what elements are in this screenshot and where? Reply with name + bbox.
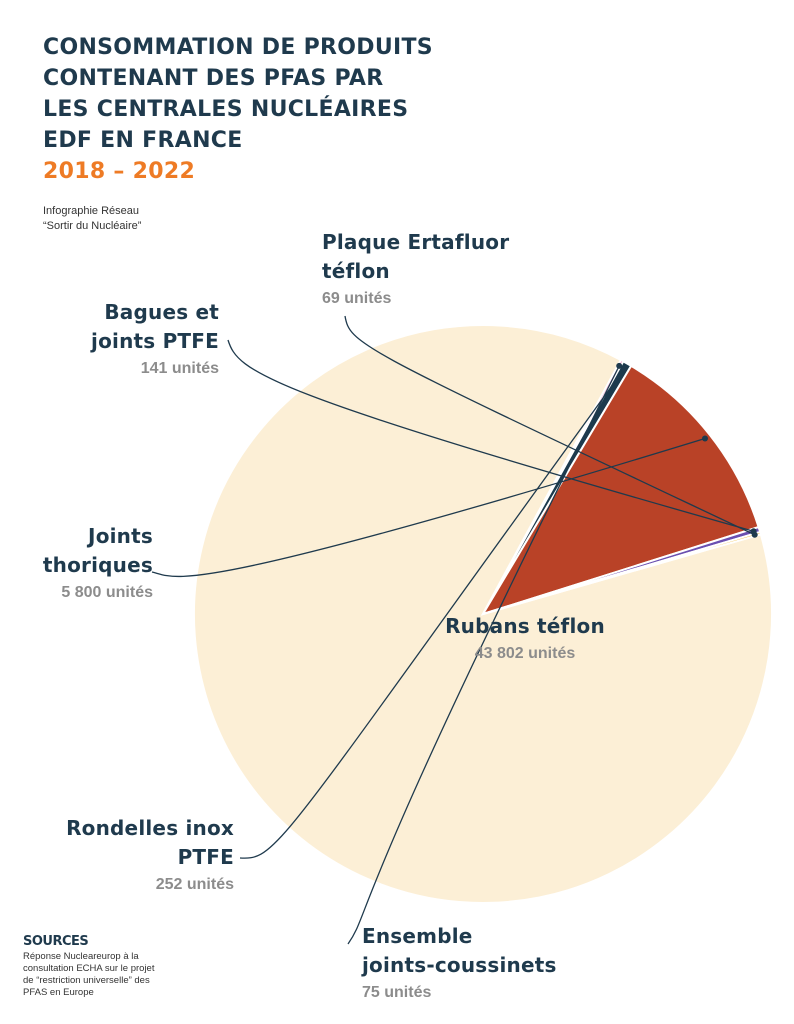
slice-name-0-line-1: Rubans téflon	[445, 614, 605, 638]
label-slice-5: Plaque Ertafluor téflon 69 unités	[322, 228, 509, 312]
slice-value-0: 43 802 unités	[474, 645, 576, 662]
slice-value-3: 5 800 unités	[61, 584, 153, 601]
slice-name-1-line-2: joints-coussinets	[362, 953, 557, 977]
label-slice-0: Rubans téflon 43 802 unités	[345, 612, 705, 667]
sources-line-1: Réponse Nucleareurop à la	[23, 951, 139, 962]
title-line-1: Consommation de produits	[43, 35, 433, 60]
slice-name-5-line-2: téflon	[322, 259, 390, 283]
credit-line-2: “Sortir du Nucléaire”	[43, 220, 142, 232]
title-line-4: EDF en France	[43, 128, 243, 153]
label-slice-4: Bagues et joints PTFE 141 unités	[91, 298, 219, 382]
leader-dot-3	[702, 435, 708, 442]
slice-name-2-line-1: Rondelles inox	[66, 816, 234, 840]
slice-value-1: 75 unités	[362, 984, 432, 1001]
slice-value-5: 69 unités	[322, 290, 392, 307]
title-line-3: les centrales nucléaires	[43, 97, 409, 122]
sources: SOURCES Réponse Nucleareurop à la consul…	[23, 934, 198, 999]
leader-line-4	[227, 339, 754, 532]
leader-dot-2	[621, 365, 628, 372]
slice-name-1-line-1: Ensemble	[362, 924, 473, 948]
pie-slice-3	[480, 364, 760, 616]
slice-name-3-line-2: thoriques	[42, 553, 153, 577]
slice-name-4-line-1: Bagues et	[104, 300, 219, 324]
title-years: 2018 – 2022	[43, 159, 196, 184]
leader-line-1	[347, 365, 620, 945]
title-line-2: contenant des PFAS par	[43, 66, 384, 91]
leader-line-2	[239, 368, 625, 859]
slice-name-2-line-2: PTFE	[177, 845, 234, 869]
leader-dot-5	[751, 531, 758, 538]
sources-text: Réponse Nucleareurop à la consultation E…	[23, 951, 198, 999]
title-block: Consommation de produits contenant des P…	[43, 32, 433, 187]
slice-name-5-line-1: Plaque Ertafluor	[322, 230, 510, 254]
label-slice-2: Rondelles inox PTFE 252 unités	[66, 814, 234, 898]
sources-line-3: de “restriction universelle” des	[23, 975, 150, 986]
leader-dot-1	[616, 362, 623, 369]
sources-line-4: PFAS en Europe	[23, 987, 94, 998]
slice-value-2: 252 unités	[155, 876, 234, 893]
sources-title: SOURCES	[23, 934, 89, 949]
slice-name-3-line-1: Joints	[88, 524, 153, 548]
credit: Infographie Réseau “Sortir du Nucléaire”	[43, 204, 141, 234]
leader-line-5	[344, 315, 755, 536]
sources-line-2: consultation ECHA sur le projet	[23, 963, 155, 974]
slice-name-4-line-2: joints PTFE	[91, 329, 219, 353]
leader-line-3	[151, 437, 706, 578]
label-slice-3: Joints thoriques 5 800 unités	[43, 522, 153, 606]
label-slice-1: Ensemble joints-coussinets 75 unités	[362, 922, 557, 1006]
slice-value-4: 141 unités	[140, 360, 219, 377]
pie-slice-5	[482, 530, 763, 615]
credit-line-1: Infographie Réseau	[43, 205, 140, 217]
